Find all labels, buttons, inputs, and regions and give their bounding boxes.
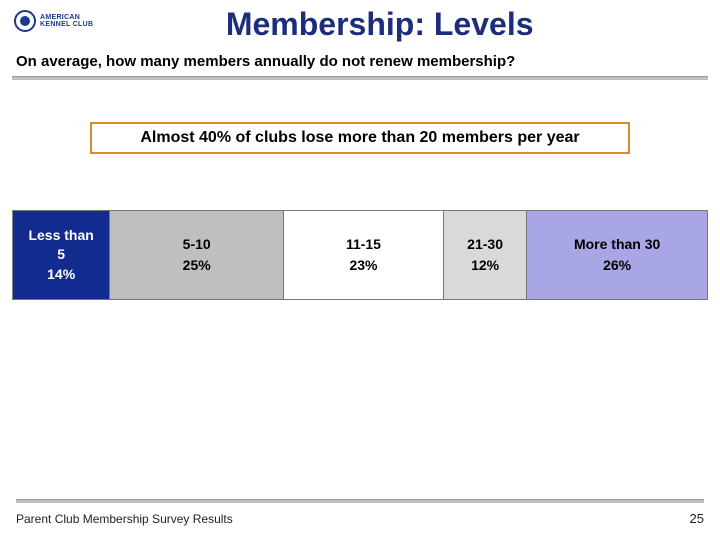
chart-segment: 5-10 25% <box>110 210 284 300</box>
chart-container: Less than514% 5-10 25% 11-15 23% 21-30 12% More… <box>0 210 720 300</box>
segment-label: Less than5 <box>28 226 93 264</box>
chart-segment: 21-30 12% <box>444 210 527 300</box>
divider-top <box>12 76 708 80</box>
chart-segment: 11-15 23% <box>284 210 444 300</box>
callout-box: Almost 40% of clubs lose more than 20 me… <box>90 122 630 154</box>
chart-segment: Less than514% <box>13 210 110 300</box>
footer-left: Parent Club Membership Survey Results <box>16 512 233 526</box>
page-number: 25 <box>690 511 704 526</box>
divider-bottom <box>16 499 704 503</box>
chart-segment: More than 30 26% <box>527 210 708 300</box>
segment-label: 5-10 <box>183 235 211 254</box>
segment-label: More than 30 <box>574 235 660 254</box>
segment-percent: 23% <box>349 256 377 275</box>
subtitle: On average, how many members annually do… <box>0 43 720 76</box>
stacked-bar-chart: Less than514% 5-10 25% 11-15 23% 21-30 12% More… <box>12 210 708 300</box>
segment-label: 11-15 <box>346 235 381 254</box>
segment-label: 21-30 <box>467 235 503 254</box>
segment-percent: 12% <box>471 256 499 275</box>
segment-percent: 14% <box>47 265 75 284</box>
page-title: Membership: Levels <box>53 6 706 43</box>
segment-percent: 26% <box>603 256 631 275</box>
segment-percent: 25% <box>183 256 211 275</box>
logo-mark-icon <box>14 10 36 32</box>
